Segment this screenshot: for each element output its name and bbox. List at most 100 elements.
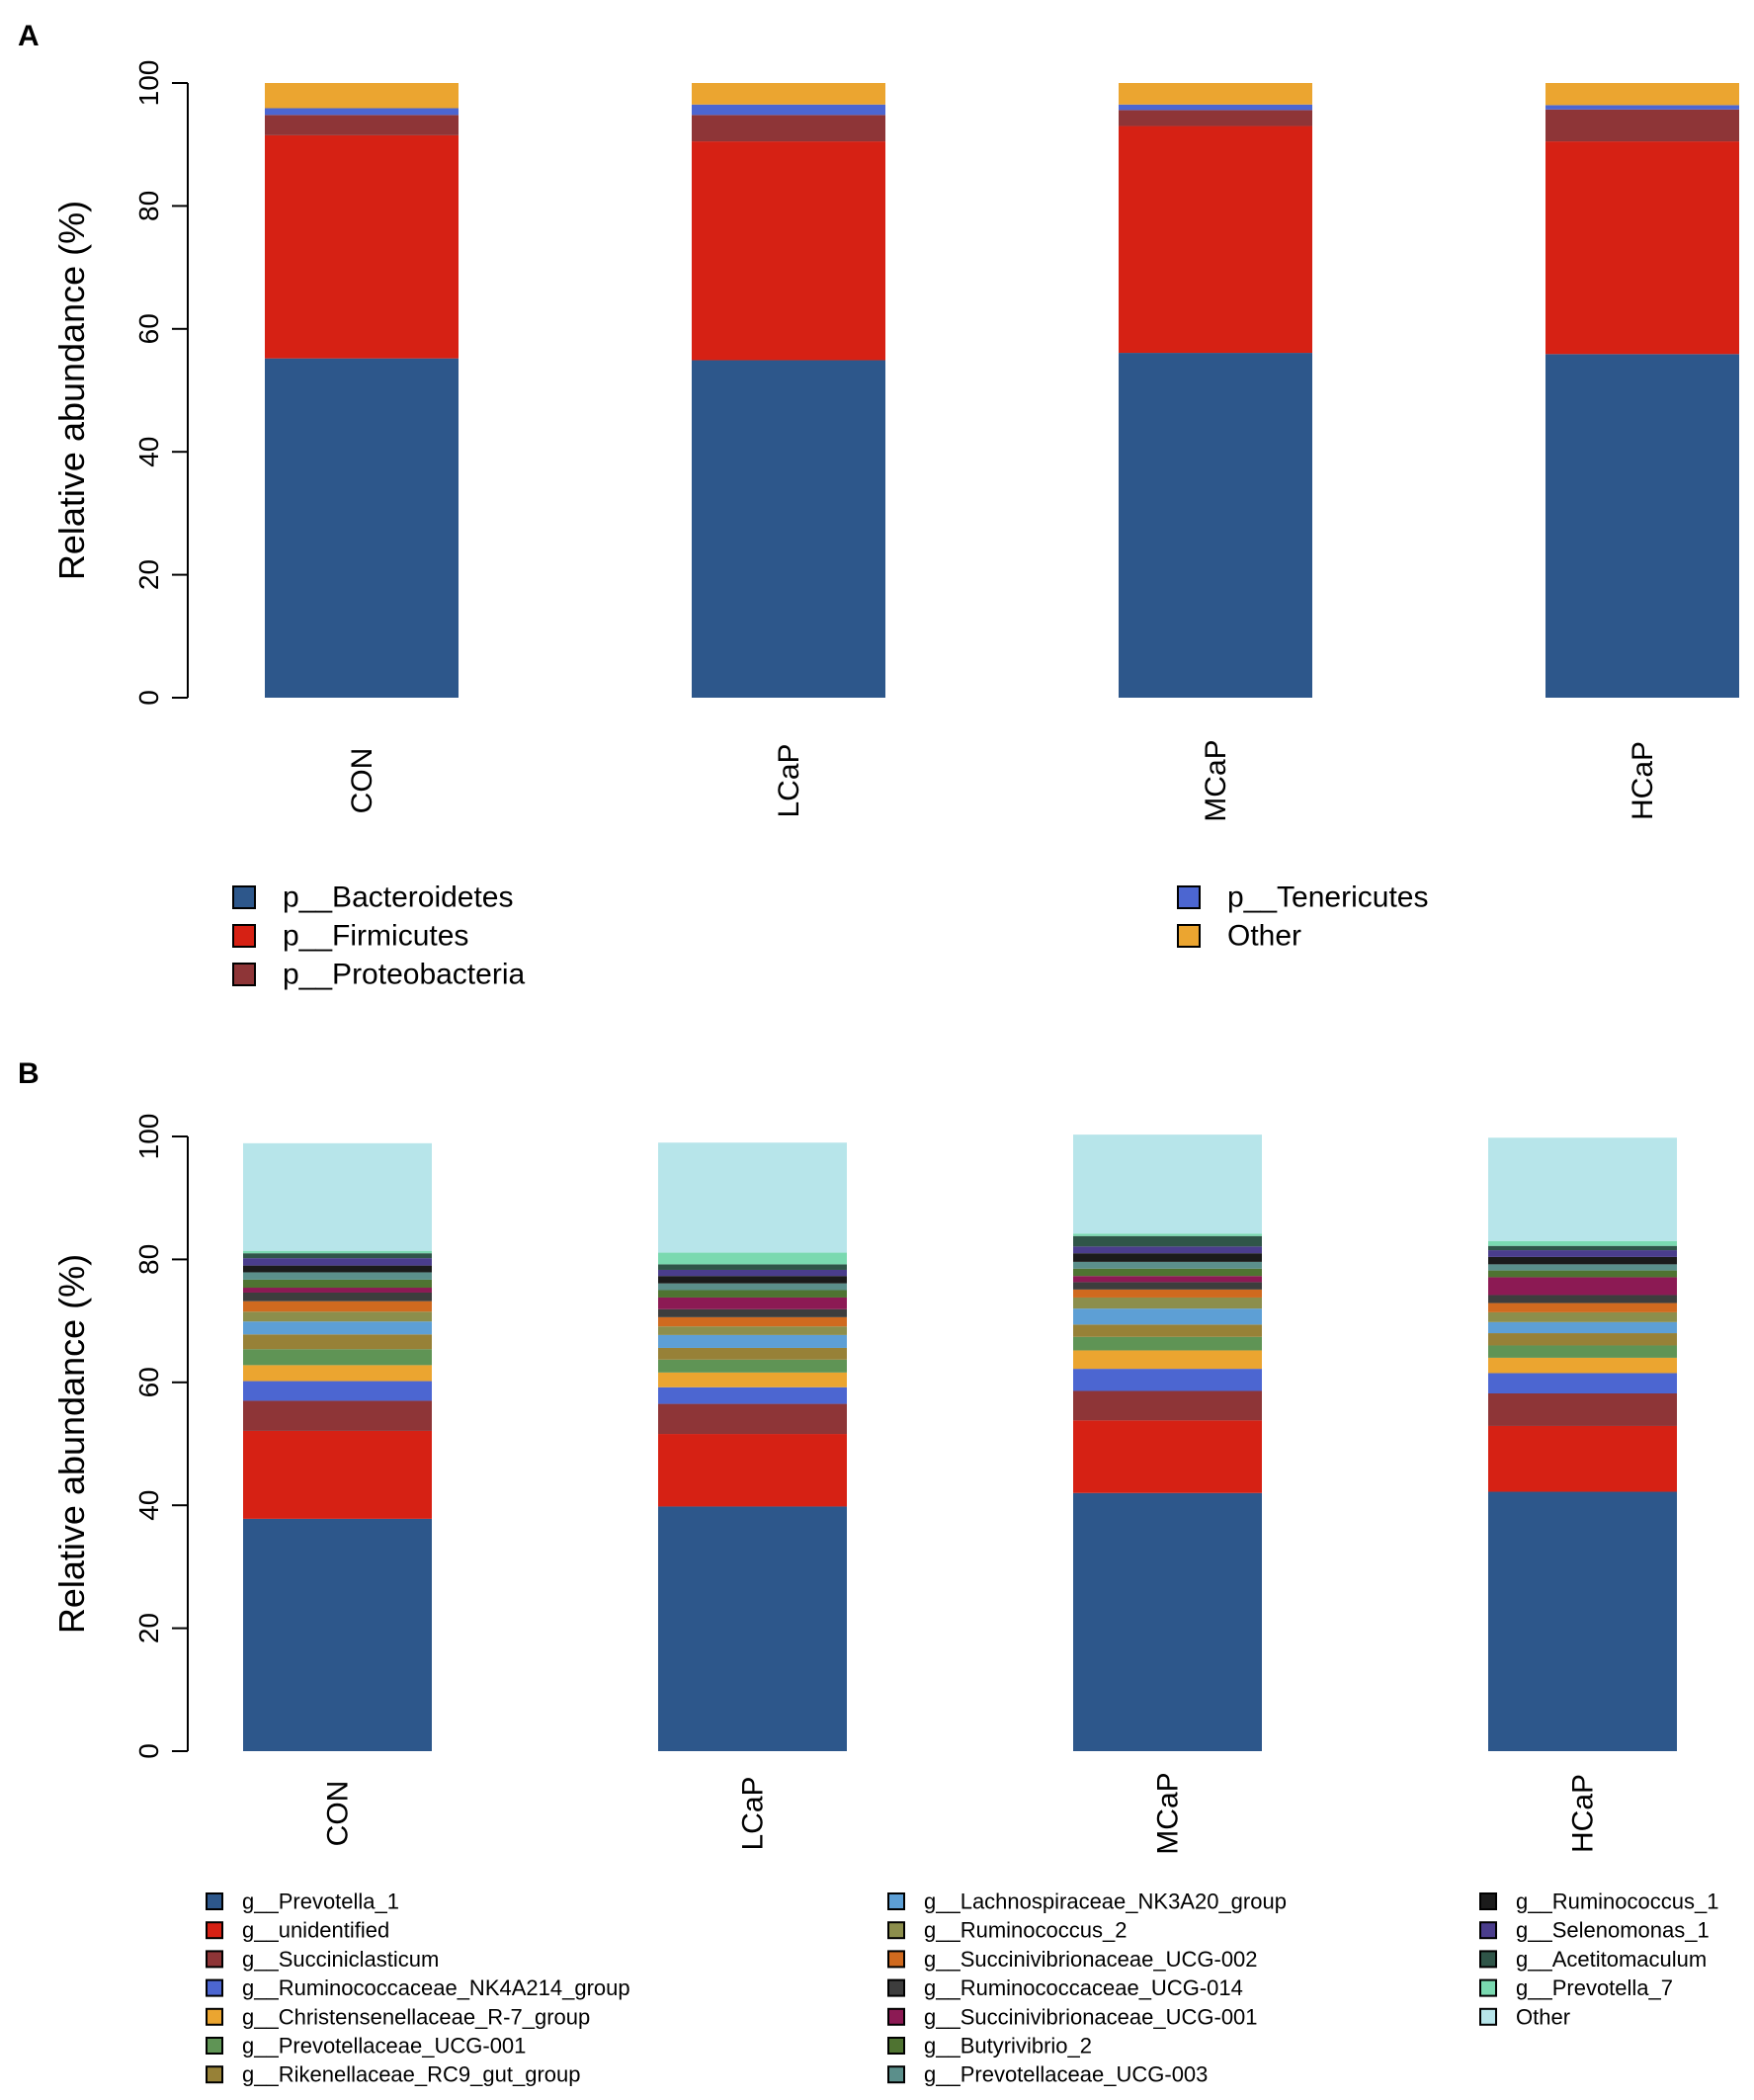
legend-label-g-ruminococcus-1: g__Ruminococcus_1 bbox=[1516, 1890, 1718, 1914]
legend-swatch-g-butyrivibrio-2 bbox=[887, 2037, 905, 2055]
bar-segment-lcap-g-prevotella-1 bbox=[658, 1506, 847, 1751]
bar-segment-lcap-g-ruminococcaceae-ucg-014 bbox=[658, 1308, 847, 1317]
bar-segment-con-g-succinivibrionaceae-ucg-001 bbox=[243, 1288, 432, 1293]
bar-segment-lcap-g-rikenellaceae-rc9-gut-group bbox=[658, 1347, 847, 1360]
legend-label-other: Other bbox=[1227, 920, 1301, 953]
legend-swatch-g-selenomonas-1 bbox=[1479, 1921, 1497, 1940]
legend-label-p-bacteroidetes: p__Bacteroidetes bbox=[283, 882, 514, 914]
legend-label-g-ruminococcus-2: g__Ruminococcus_2 bbox=[924, 1918, 1127, 1943]
legend-swatch-g-ruminococcaceae-nk4a214-group bbox=[206, 1978, 223, 1997]
bar-segment-mcap-g-ruminococcus-2 bbox=[1073, 1297, 1262, 1309]
bar-segment-lcap-g-ruminococcus-1 bbox=[658, 1276, 847, 1284]
bar-segment-hcap-p-firmicutes bbox=[1545, 141, 1739, 355]
bar-segment-con-g-butyrivibrio-2 bbox=[243, 1279, 432, 1289]
bar-segment-lcap-p-firmicutes bbox=[692, 141, 885, 361]
legend-label-g-succinivibrionaceae-ucg-002: g__Succinivibrionaceae_UCG-002 bbox=[924, 1947, 1258, 1972]
legend-label-g-prevotellaceae-ucg-003: g__Prevotellaceae_UCG-003 bbox=[924, 2062, 1208, 2087]
bar-segment-lcap-g-butyrivibrio-2 bbox=[658, 1290, 847, 1298]
legend-label-g-selenomonas-1: g__Selenomonas_1 bbox=[1516, 1918, 1710, 1943]
legend-label-g-succiniclasticum: g__Succiniclasticum bbox=[242, 1947, 439, 1972]
legend-label-other: Other bbox=[1516, 2004, 1570, 2029]
bar-segment-hcap-g-selenomonas-1 bbox=[1488, 1250, 1677, 1257]
legend-label-g-prevotellaceae-ucg-001: g__Prevotellaceae_UCG-001 bbox=[242, 2034, 526, 2058]
bar-segment-mcap-g-prevotella-1 bbox=[1073, 1492, 1262, 1751]
bar-segment-mcap-g-selenomonas-1 bbox=[1073, 1246, 1262, 1254]
legend-label-g-unidentified: g__unidentified bbox=[242, 1918, 389, 1943]
bar-segment-mcap-g-unidentified bbox=[1073, 1420, 1262, 1493]
bar-segment-hcap-g-prevotellaceae-ucg-001 bbox=[1488, 1345, 1677, 1358]
bar-segment-con-g-succiniclasticum bbox=[243, 1400, 432, 1431]
legend-label-p-firmicutes: p__Firmicutes bbox=[283, 920, 468, 953]
bar-segment-con-g-selenomonas-1 bbox=[243, 1258, 432, 1266]
legend-label-g-prevotella-7: g__Prevotella_7 bbox=[1516, 1975, 1673, 2000]
y-tick-label: 80 bbox=[133, 1244, 164, 1275]
category-label-mcap: MCaP bbox=[1200, 739, 1232, 821]
panel-label-b: B bbox=[18, 1057, 40, 1090]
category-label-hcap: HCaP bbox=[1627, 741, 1659, 820]
bar-segment-lcap-g-prevotellaceae-ucg-003 bbox=[658, 1283, 847, 1291]
category-label-hcap: HCaP bbox=[1567, 1774, 1600, 1853]
panel-label-a: A bbox=[18, 20, 40, 52]
legend-swatch-g-succinivibrionaceae-ucg-002 bbox=[887, 1950, 905, 1969]
y-tick-label: 20 bbox=[133, 1613, 164, 1643]
y-axis-title: Relative abundance (%) bbox=[51, 201, 92, 580]
bar-segment-lcap-g-prevotellaceae-ucg-001 bbox=[658, 1359, 847, 1373]
bar-segment-lcap-g-selenomonas-1 bbox=[658, 1269, 847, 1277]
y-tick-label: 80 bbox=[133, 191, 164, 221]
legend-swatch-p-firmicutes bbox=[232, 924, 256, 948]
bar-segment-lcap-g-succiniclasticum bbox=[658, 1403, 847, 1435]
bar-segment-con-g-acetitomaculum bbox=[243, 1253, 432, 1259]
bar-segment-hcap-g-lachnospiraceae-nk3a20-group bbox=[1488, 1321, 1677, 1334]
bar-segment-mcap-g-acetitomaculum bbox=[1073, 1235, 1262, 1247]
legend-swatch-g-christensenellaceae-r-7-group bbox=[206, 2007, 223, 2026]
legend-label-g-ruminococcaceae-ucg-014: g__Ruminococcaceae_UCG-014 bbox=[924, 1975, 1243, 2000]
bar-segment-hcap-g-rikenellaceae-rc9-gut-group bbox=[1488, 1333, 1677, 1346]
bar-segment-hcap-g-christensenellaceae-r-7-group bbox=[1488, 1357, 1677, 1374]
bar-segment-mcap-g-lachnospiraceae-nk3a20-group bbox=[1073, 1308, 1262, 1325]
bar-segment-hcap-g-succinivibrionaceae-ucg-002 bbox=[1488, 1302, 1677, 1312]
bar-segment-con-p-tenericutes bbox=[265, 108, 459, 116]
category-label-con: CON bbox=[346, 748, 378, 814]
bar-segment-con-g-ruminococcus-1 bbox=[243, 1265, 432, 1273]
legend-swatch-g-succinivibrionaceae-ucg-001 bbox=[887, 2007, 905, 2026]
bar-segment-mcap-g-prevotellaceae-ucg-001 bbox=[1073, 1336, 1262, 1351]
bar-segment-lcap-g-ruminococcaceae-nk4a214-group bbox=[658, 1386, 847, 1404]
bar-segment-lcap-p-tenericutes bbox=[692, 104, 885, 116]
legend-swatch-p-tenericutes bbox=[1177, 885, 1201, 909]
legend-label-g-lachnospiraceae-nk3a20-group: g__Lachnospiraceae_NK3A20_group bbox=[924, 1890, 1287, 1914]
bar-segment-mcap-p-tenericutes bbox=[1119, 104, 1312, 111]
bar-segment-lcap-p-bacteroidetes bbox=[692, 360, 885, 698]
legend-swatch-g-unidentified bbox=[206, 1921, 223, 1940]
bar-segment-con-g-ruminococcus-2 bbox=[243, 1311, 432, 1322]
bar-segment-hcap-g-acetitomaculum bbox=[1488, 1245, 1677, 1251]
bar-segment-mcap-g-ruminococcaceae-ucg-014 bbox=[1073, 1282, 1262, 1290]
bar-segment-con-g-prevotella-1 bbox=[243, 1518, 432, 1751]
bar-segment-lcap-g-lachnospiraceae-nk3a20-group bbox=[658, 1334, 847, 1348]
bar-segment-mcap-g-christensenellaceae-r-7-group bbox=[1073, 1350, 1262, 1370]
bar-segment-lcap-other bbox=[692, 83, 885, 105]
bar-segment-lcap-g-prevotella-7 bbox=[658, 1252, 847, 1265]
panel-a-chart: 0 20 40 60 80 100 Relative abundance (%) CON LCa… bbox=[51, 60, 1739, 991]
bar-segment-lcap-p-proteobacteria bbox=[692, 115, 885, 142]
bar-segment-con-p-firmicutes bbox=[265, 134, 459, 359]
bar-segment-hcap-g-ruminococcaceae-ucg-014 bbox=[1488, 1295, 1677, 1303]
bar-segment-hcap-p-proteobacteria bbox=[1545, 109, 1739, 142]
bar-segment-hcap-other bbox=[1545, 83, 1739, 106]
bar-segment-hcap-g-prevotella-7 bbox=[1488, 1240, 1677, 1246]
bar-segment-hcap-g-prevotella-1 bbox=[1488, 1491, 1677, 1751]
bar-segment-con-other bbox=[243, 1142, 432, 1251]
bar-segment-con-g-prevotella-7 bbox=[243, 1250, 432, 1254]
legend-swatch-g-acetitomaculum bbox=[1479, 1950, 1497, 1969]
bar-segment-lcap-g-succinivibrionaceae-ucg-002 bbox=[658, 1316, 847, 1327]
bar-segment-mcap-g-ruminococcus-1 bbox=[1073, 1253, 1262, 1262]
bar-segment-con-g-prevotellaceae-ucg-001 bbox=[243, 1349, 432, 1366]
bar-segment-lcap-g-ruminococcus-2 bbox=[658, 1326, 847, 1335]
category-label-con: CON bbox=[322, 1781, 355, 1847]
legend-swatch-g-prevotellaceae-ucg-003 bbox=[887, 2065, 905, 2084]
legend-swatch-g-lachnospiraceae-nk3a20-group bbox=[887, 1892, 905, 1910]
y-tick-label: 0 bbox=[133, 1743, 164, 1759]
bar-segment-con-g-prevotellaceae-ucg-003 bbox=[243, 1272, 432, 1280]
category-label-lcap: LCaP bbox=[737, 1776, 770, 1850]
legend-swatch-p-bacteroidetes bbox=[232, 885, 256, 909]
bar-segment-con-g-succinivibrionaceae-ucg-002 bbox=[243, 1301, 432, 1312]
